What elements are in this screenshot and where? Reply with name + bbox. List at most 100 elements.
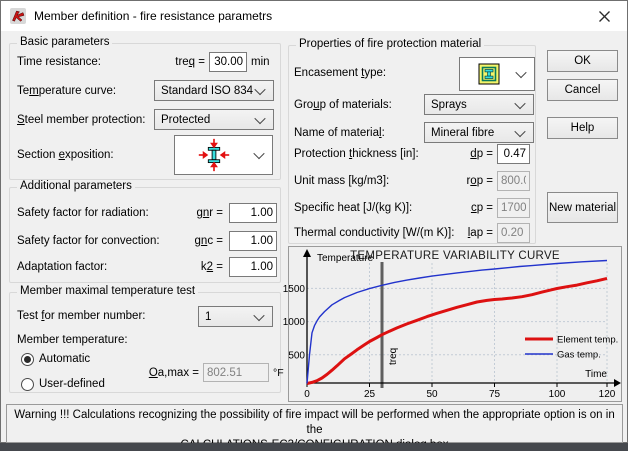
group-member-temperature-test: Member maximal temperature test [9, 285, 281, 393]
group-fire-protection-material-legend: Properties of fire protection material [296, 38, 485, 50]
adaptation-factor-label: Adaptation factor: [17, 261, 108, 273]
section-exposition-icon [198, 138, 230, 172]
chevron-down-icon [253, 147, 265, 160]
steel-protection-label: Steel member protection: [17, 114, 146, 126]
radio-automatic[interactable] [21, 353, 34, 366]
safety-convection-input[interactable] [229, 231, 277, 251]
temperature-curve-value: Standard ISO 834 [161, 84, 254, 97]
k2-symbol: k2 = [200, 261, 223, 273]
protection-thickness-label: Protection thickness [in]: [294, 148, 419, 160]
svg-text:1000: 1000 [283, 317, 306, 328]
group-additional-parameters-legend: Additional parameters [17, 180, 135, 192]
time-resistance-label: Time resistance: [17, 56, 101, 68]
test-member-number-label: Test for member number: [17, 310, 146, 322]
group-basic-parameters-legend: Basic parameters [17, 36, 113, 48]
chart-panel: TEMPERATURE VARIABILITY CURVE treq 0 25 50 7… [283, 246, 622, 402]
treq-symbol: treq = [175, 56, 205, 68]
chevron-down-icon [514, 97, 526, 109]
radio-user-defined-label[interactable]: User-defined [39, 378, 105, 390]
group-member-temperature-test-legend: Member maximal temperature test [17, 285, 199, 297]
steel-protection-value: Protected [161, 113, 211, 126]
svg-text:Temperature: Temperature [317, 253, 374, 264]
section-exposition-label: Section exposition: [17, 149, 114, 161]
svg-text:500: 500 [288, 350, 305, 361]
warning-box: Warning !!! Calculations recognizing the… [6, 404, 623, 451]
cp-symbol: cp = [470, 202, 493, 214]
svg-text:25: 25 [364, 389, 376, 400]
encasement-type-label: Encasement type: [294, 67, 387, 79]
taskbar [0, 443, 628, 451]
cancel-button[interactable]: Cancel [547, 79, 618, 101]
specific-heat-input [497, 198, 530, 218]
svg-text:treq: treq [388, 348, 399, 365]
thermal-conductivity-input [497, 223, 530, 243]
svg-text:100: 100 [549, 389, 566, 400]
window-title: Member definition - fire resistance para… [34, 9, 273, 23]
group-additional-parameters: Additional parameters [9, 180, 281, 283]
dp-symbol: dp = [470, 148, 493, 160]
new-material-button[interactable]: New material [547, 192, 618, 223]
group-of-materials-value: Sprays [431, 98, 467, 111]
svg-text:0: 0 [304, 389, 310, 400]
specific-heat-label: Specific heat [J/(kg K)]: [294, 202, 413, 214]
chevron-down-icon [514, 125, 526, 137]
svg-text:Gas temp.: Gas temp. [557, 350, 601, 361]
temperature-curve-select[interactable]: Standard ISO 834 [154, 80, 274, 101]
thermal-conductivity-label: Thermal conductivity [W/(m K)]: [294, 227, 455, 239]
close-button[interactable] [582, 1, 627, 31]
time-resistance-unit: min [251, 56, 270, 68]
test-member-number-select[interactable]: 1 [198, 306, 273, 327]
gnc-symbol: gnc = [194, 235, 223, 247]
svg-text:1500: 1500 [283, 284, 306, 295]
group-fire-protection-material: Properties of fire protection material [288, 38, 536, 244]
titlebar: Member definition - fire resistance para… [1, 1, 627, 31]
chart-title: TEMPERATURE VARIABILITY CURVE [350, 250, 560, 262]
adaptation-factor-input[interactable] [229, 257, 277, 277]
group-of-materials-label: Group of materials: [294, 99, 392, 111]
robot-app-icon [10, 8, 26, 24]
safety-radiation-input[interactable] [229, 203, 277, 223]
name-of-material-label: Name of material: [294, 127, 385, 139]
ok-button[interactable]: OK [547, 50, 618, 72]
protection-thickness-input[interactable] [497, 144, 530, 164]
svg-text:120: 120 [599, 389, 616, 400]
svg-text:75: 75 [489, 389, 501, 400]
safety-convection-label: Safety factor for convection: [17, 235, 160, 247]
lap-symbol: lap = [467, 227, 493, 239]
group-of-materials-select[interactable]: Sprays [424, 94, 534, 115]
svg-text:Element temp.: Element temp. [557, 335, 618, 346]
steel-protection-select[interactable]: Protected [154, 109, 274, 130]
svg-text:50: 50 [426, 389, 438, 400]
chevron-down-icon [253, 309, 265, 321]
name-of-material-select[interactable]: Mineral fibre [424, 122, 534, 143]
warning-line1: Warning !!! Calculations recognizing the… [14, 409, 615, 436]
chevron-down-icon [515, 66, 527, 79]
svg-text:Time: Time [585, 369, 607, 380]
qamax-symbol: Oa,max = [148, 367, 199, 379]
close-icon [599, 10, 610, 22]
qamax-input [203, 363, 269, 382]
radio-user-defined[interactable] [21, 378, 34, 391]
rop-symbol: rop = [466, 175, 493, 187]
group-basic-parameters: Basic parameters [9, 36, 281, 180]
help-button[interactable]: Help [547, 117, 618, 139]
chevron-down-icon [254, 112, 266, 124]
gnr-symbol: gnr = [196, 207, 223, 219]
temperature-curve-label: Temperature curve: [17, 85, 117, 97]
test-member-number-value: 1 [205, 310, 212, 323]
section-exposition-select[interactable] [174, 135, 273, 175]
encasement-type-select[interactable] [459, 57, 535, 91]
name-of-material-value: Mineral fibre [431, 126, 495, 139]
radio-automatic-label[interactable]: Automatic [39, 353, 91, 365]
chevron-down-icon [254, 83, 266, 95]
unit-mass-input [497, 171, 530, 191]
time-resistance-input[interactable] [209, 52, 247, 72]
member-temperature-label: Member temperature: [17, 334, 128, 346]
qamax-unit: °F [273, 367, 284, 379]
safety-radiation-label: Safety factor for radiation: [17, 207, 149, 219]
unit-mass-label: Unit mass [kg/m3]: [294, 175, 390, 187]
encasement-type-icon [478, 63, 500, 85]
